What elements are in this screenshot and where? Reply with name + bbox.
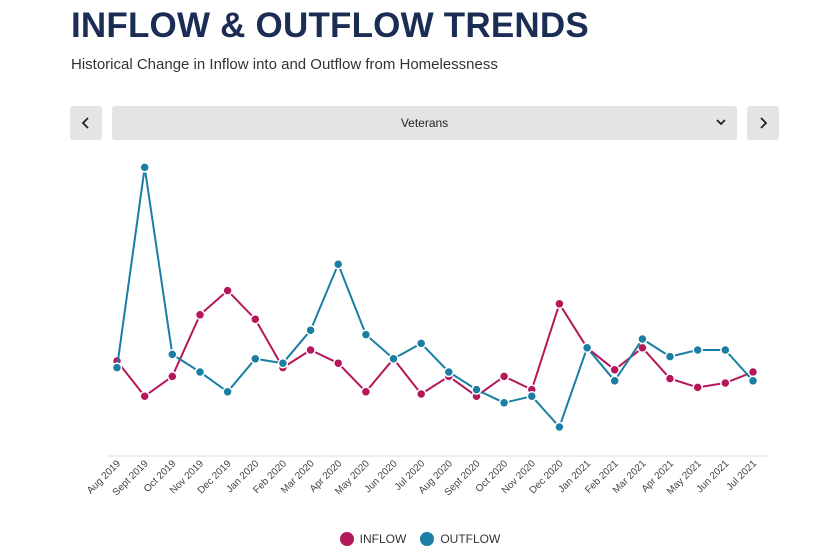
data-point-outflow[interactable] [305, 324, 316, 336]
data-point-outflow[interactable] [554, 421, 565, 433]
data-point-outflow[interactable] [664, 351, 676, 362]
series-outflow [111, 162, 759, 433]
data-point-inflow[interactable] [664, 373, 676, 384]
group-select-value: Veterans [400, 116, 449, 130]
data-point-outflow[interactable] [360, 329, 372, 340]
data-point-inflow[interactable] [720, 377, 731, 389]
next-button[interactable] [747, 106, 779, 140]
data-point-outflow[interactable] [388, 353, 399, 365]
legend-label-inflow: INFLOW [359, 532, 407, 546]
outflow-swatch [420, 532, 435, 546]
data-point-outflow[interactable] [277, 357, 289, 369]
data-point-outflow[interactable] [250, 353, 261, 365]
data-point-outflow[interactable] [443, 366, 455, 378]
data-point-outflow[interactable] [692, 344, 703, 356]
data-point-outflow[interactable] [332, 258, 344, 270]
data-point-inflow[interactable] [250, 313, 261, 325]
data-point-outflow[interactable] [720, 344, 731, 356]
data-point-outflow[interactable] [194, 366, 206, 378]
data-point-outflow[interactable] [498, 397, 510, 409]
data-point-outflow[interactable] [637, 333, 648, 345]
legend-item-inflow[interactable]: INFLOW [339, 532, 407, 546]
data-point-inflow[interactable] [139, 390, 150, 402]
data-point-inflow[interactable] [747, 366, 759, 378]
chart-legend: INFLOW OUTFLOW [0, 532, 840, 546]
data-point-inflow[interactable] [498, 371, 510, 382]
series-inflow [111, 285, 759, 402]
previous-button[interactable] [70, 106, 102, 140]
chevron-left-icon [81, 117, 89, 129]
data-point-outflow[interactable] [526, 390, 538, 402]
data-point-outflow[interactable] [222, 386, 233, 398]
data-point-inflow[interactable] [360, 386, 372, 398]
chevron-right-icon [760, 117, 768, 129]
x-tick-label: Jul 2021 [725, 458, 760, 493]
data-point-inflow[interactable] [194, 309, 206, 321]
data-point-outflow[interactable] [415, 338, 427, 349]
data-point-inflow[interactable] [167, 371, 178, 382]
series-line-outflow [116, 166, 754, 428]
data-point-inflow[interactable] [415, 388, 427, 400]
group-select[interactable]: Veterans [112, 106, 737, 140]
data-point-outflow[interactable] [581, 342, 593, 354]
chevron-down-icon [716, 119, 726, 126]
data-point-outflow[interactable] [111, 362, 123, 373]
page-subtitle: Historical Change in Inflow into and Out… [71, 56, 498, 73]
data-point-inflow[interactable] [222, 285, 233, 296]
data-point-outflow[interactable] [167, 349, 178, 360]
data-point-inflow[interactable] [609, 364, 620, 376]
inflow-swatch [339, 532, 354, 546]
series-line-inflow [116, 289, 754, 398]
data-point-inflow[interactable] [332, 357, 344, 369]
data-point-inflow[interactable] [692, 382, 703, 393]
data-point-inflow[interactable] [305, 344, 316, 356]
legend-item-outflow[interactable]: OUTFLOW [420, 532, 500, 546]
data-point-outflow[interactable] [139, 162, 150, 173]
data-point-inflow[interactable] [554, 298, 565, 310]
data-point-outflow[interactable] [609, 375, 620, 387]
page-title: INFLOW & OUTFLOW TRENDS [71, 6, 589, 45]
data-point-outflow[interactable] [747, 375, 759, 387]
legend-label-outflow: OUTFLOW [440, 532, 501, 546]
data-point-outflow[interactable] [471, 384, 482, 395]
